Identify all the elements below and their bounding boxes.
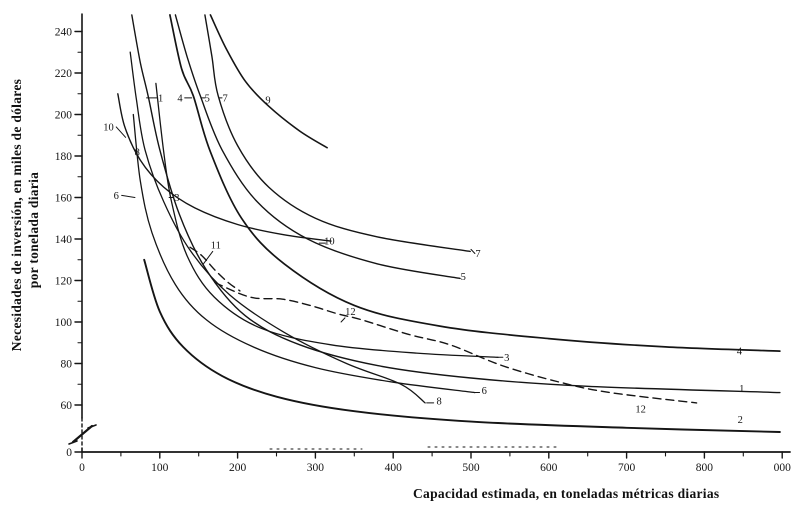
y-axis-title-line2: por tonelada diaria xyxy=(26,171,41,289)
y-axis-title-line1: Necesidades de inversión, en miles de dó… xyxy=(9,78,24,352)
curve-12 xyxy=(214,281,698,404)
curve-9 xyxy=(209,14,328,149)
x-tick-label-800: 800 xyxy=(696,462,714,474)
label-leader-line xyxy=(121,194,136,198)
curve-1 xyxy=(131,14,781,394)
curve-label-10: 10 xyxy=(324,237,335,248)
curve-label-10: 10 xyxy=(103,122,114,133)
y-tick-label-0: 0 xyxy=(66,447,72,459)
curve-label-3: 3 xyxy=(174,193,179,204)
curve-label-3: 3 xyxy=(504,353,509,364)
curve-label-6: 6 xyxy=(114,191,119,202)
y-tick-label-240: 240 xyxy=(55,27,73,39)
x-tick-label-700: 700 xyxy=(618,462,636,474)
x-tick-label-100: 100 xyxy=(151,462,169,474)
x-tick-label-0: 0 xyxy=(79,462,85,474)
label-leader-line xyxy=(470,248,476,255)
y-tick-label-160: 160 xyxy=(55,193,73,205)
y-axis-break-serif-high xyxy=(87,424,97,429)
x-axis-title: Capacidad estimada, en toneladas métrica… xyxy=(413,486,720,501)
curve-label-12: 12 xyxy=(345,307,356,318)
x-tick-label-400: 400 xyxy=(385,462,403,474)
curve-3 xyxy=(155,82,499,358)
curve-6 xyxy=(132,113,476,394)
y-tick-label-140: 140 xyxy=(55,234,73,246)
y-tick-label-200: 200 xyxy=(55,110,73,122)
y-tick-label-80: 80 xyxy=(61,359,73,371)
y-axis-break-icon xyxy=(71,424,94,444)
y-tick-label-60: 60 xyxy=(61,400,73,412)
curve-label-12: 12 xyxy=(635,405,646,416)
y-tick-label-120: 120 xyxy=(55,276,73,288)
curve-10 xyxy=(117,93,332,242)
x-tick-label-500: 500 xyxy=(462,462,480,474)
y-tick-label-100: 100 xyxy=(55,317,73,329)
curve-8 xyxy=(129,51,426,404)
curve-label-8: 8 xyxy=(135,147,140,158)
curve-label-5: 5 xyxy=(461,272,466,283)
curve-label-5: 5 xyxy=(205,93,210,104)
label-leader-line xyxy=(340,317,346,323)
curve-label-7: 7 xyxy=(223,93,228,104)
x-tick-label-000: 000 xyxy=(774,462,792,474)
curve-label-4: 4 xyxy=(737,347,743,358)
y-axis-break-serif-low xyxy=(68,440,78,445)
x-tick-label-200: 200 xyxy=(229,462,247,474)
curve-label-1: 1 xyxy=(158,93,163,104)
x-tick-label-300: 300 xyxy=(307,462,325,474)
curve-7 xyxy=(204,14,471,253)
x-tick-label-600: 600 xyxy=(540,462,558,474)
label-leader-line xyxy=(202,250,214,265)
curve-label-7: 7 xyxy=(475,249,480,260)
curve-label-6: 6 xyxy=(482,386,487,397)
curve-5 xyxy=(174,14,461,280)
y-tick-label-180: 180 xyxy=(55,151,73,163)
curve-11 xyxy=(189,246,241,292)
curve-4 xyxy=(169,14,781,352)
curve-2 xyxy=(143,258,781,433)
label-leader-line xyxy=(115,126,127,138)
curve-label-2: 2 xyxy=(738,415,743,426)
y-tick-label-220: 220 xyxy=(55,68,73,80)
curve-label-4: 4 xyxy=(177,93,183,104)
curve-label-1: 1 xyxy=(739,384,744,395)
curve-label-8: 8 xyxy=(436,396,441,407)
curve-label-11: 11 xyxy=(211,241,221,252)
curve-label-9: 9 xyxy=(265,95,270,106)
